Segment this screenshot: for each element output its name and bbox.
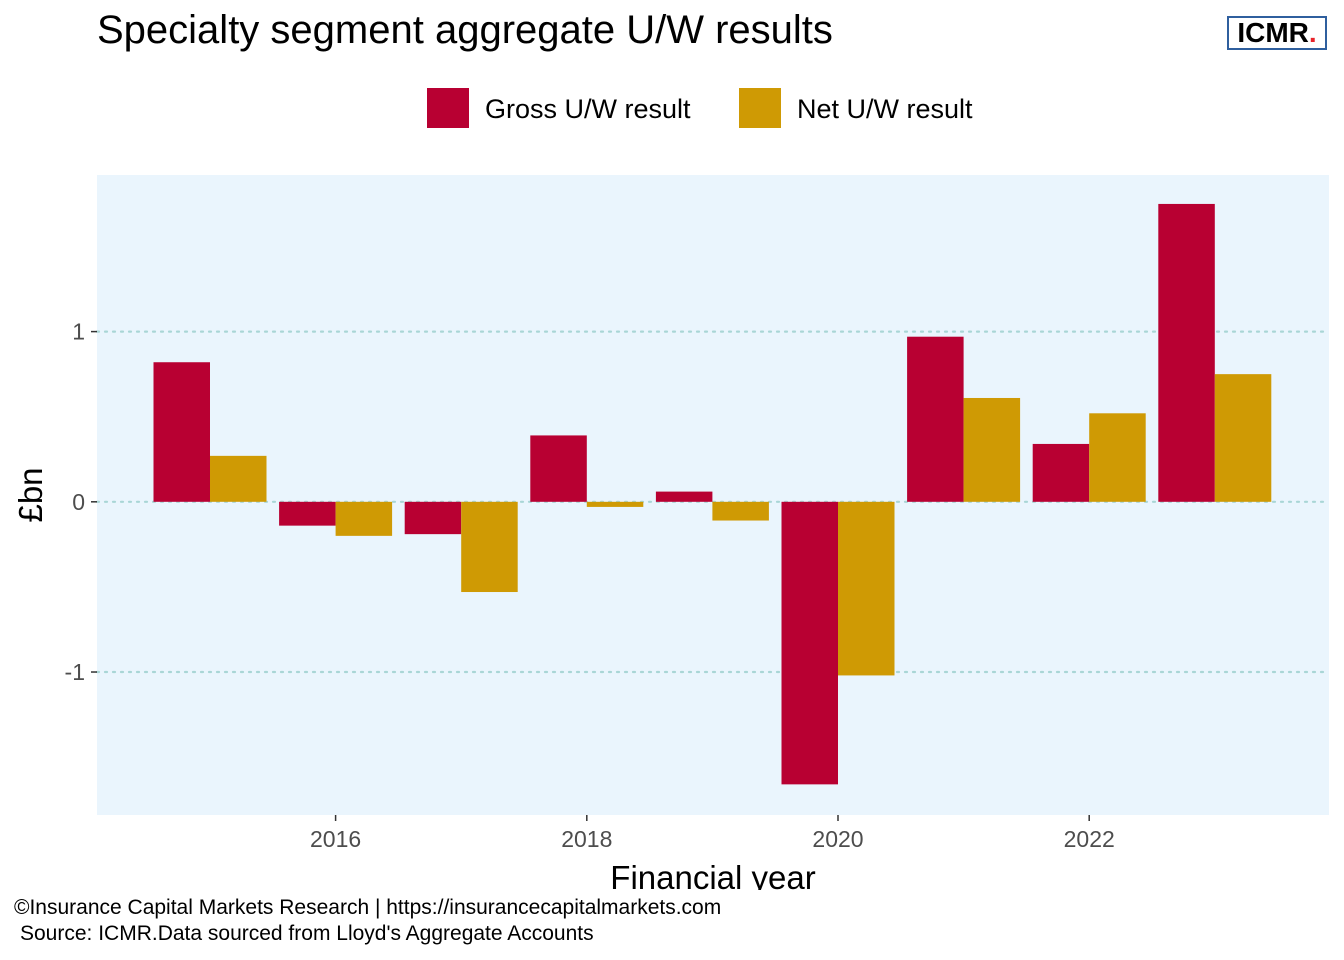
legend-label: Gross U/W result bbox=[485, 94, 691, 124]
source-text: Source: ICMR.Data sourced from Lloyd's A… bbox=[20, 922, 594, 945]
bar-net bbox=[838, 501, 895, 676]
y-tick-label: 1 bbox=[72, 319, 85, 345]
bar-gross bbox=[907, 336, 964, 502]
legend-swatch bbox=[739, 88, 781, 128]
logo-dot: . bbox=[1308, 17, 1317, 48]
bar-gross bbox=[781, 501, 838, 785]
x-tick-label: 2016 bbox=[310, 826, 361, 852]
legend-swatch bbox=[427, 88, 469, 128]
bar-net bbox=[210, 455, 267, 502]
y-tick-label: 0 bbox=[72, 489, 85, 515]
bar-net bbox=[963, 397, 1021, 502]
bar-gross bbox=[655, 491, 713, 502]
y-tick-label: -1 bbox=[65, 659, 85, 685]
x-tick-label: 2018 bbox=[561, 826, 612, 852]
bar-gross bbox=[1032, 443, 1090, 502]
bar-net bbox=[1214, 374, 1272, 502]
x-tick-label: 2020 bbox=[812, 826, 863, 852]
logo-text: ICMR bbox=[1237, 17, 1309, 48]
x-tick-label: 2022 bbox=[1064, 826, 1115, 852]
x-axis-title: Financial year bbox=[610, 859, 815, 890]
bar-gross bbox=[1158, 203, 1215, 502]
legend-label: Net U/W result bbox=[797, 94, 973, 124]
bar-net bbox=[712, 501, 769, 521]
bar-gross bbox=[279, 501, 336, 526]
icmr-logo: ICMR. bbox=[1227, 16, 1327, 50]
bar-gross bbox=[404, 501, 462, 535]
bar-gross bbox=[153, 362, 210, 502]
bar-net bbox=[335, 501, 393, 536]
bar-gross bbox=[530, 435, 587, 502]
bar-net bbox=[1089, 413, 1146, 502]
bar-net bbox=[461, 501, 518, 593]
chart-title: Specialty segment aggregate U/W results bbox=[97, 8, 833, 52]
bar-net bbox=[586, 501, 644, 507]
copyright-text: ©Insurance Capital Markets Research | ht… bbox=[14, 896, 722, 919]
y-axis-title: £bn bbox=[12, 467, 49, 522]
bar-chart: -1 0 1 2016 2018 2020 2022 Financial year £bn Gro… bbox=[12, 88, 1331, 890]
